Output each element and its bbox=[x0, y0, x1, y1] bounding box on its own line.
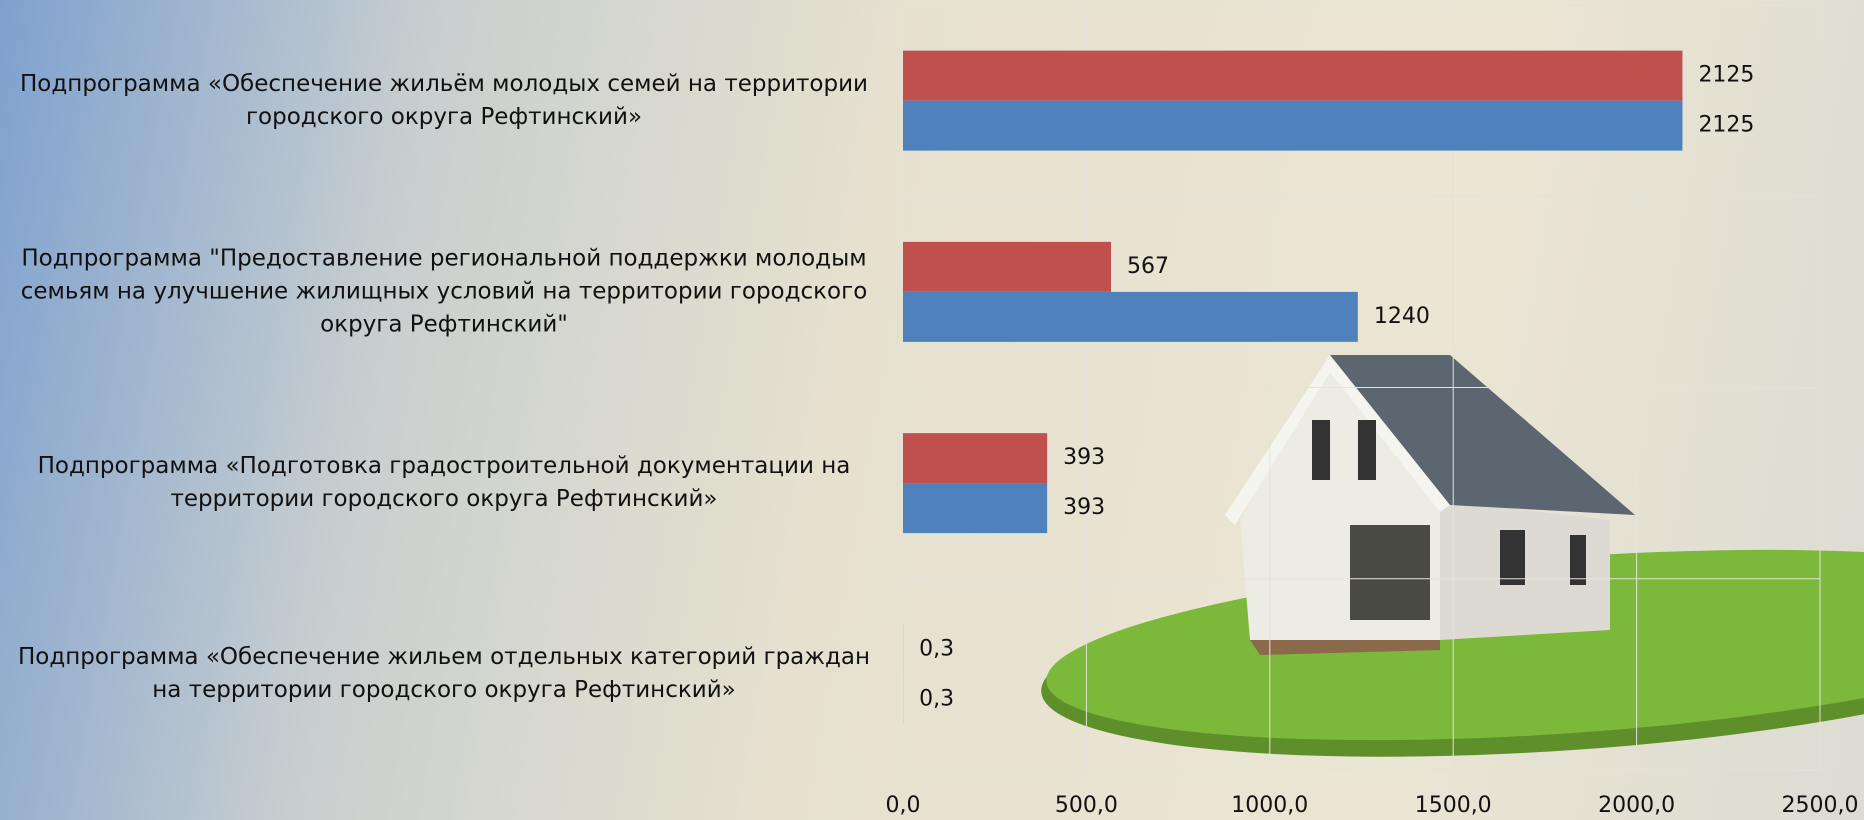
value-label: 567 bbox=[1127, 254, 1169, 279]
category-label: Подпрограмма "Предоставление регионально… bbox=[20, 245, 868, 338]
x-tick-label: 2500,0 bbox=[1782, 793, 1859, 818]
value-label: 393 bbox=[1063, 445, 1105, 470]
value-label: 393 bbox=[1063, 495, 1105, 520]
bar bbox=[903, 433, 1048, 484]
bar bbox=[903, 483, 1048, 534]
x-tick-label: 500,0 bbox=[1055, 793, 1118, 818]
x-tick-label: 0,0 bbox=[886, 793, 921, 818]
x-tick-label: 1500,0 bbox=[1415, 793, 1492, 818]
window bbox=[1500, 530, 1525, 585]
category-label: Подпрограмма «Обеспечение жильем отдельн… bbox=[17, 644, 871, 704]
x-tick-label: 2000,0 bbox=[1598, 793, 1675, 818]
category-label: Подпрограмма «Обеспечение жильём молодых… bbox=[20, 70, 868, 130]
window bbox=[1312, 420, 1330, 480]
category-label: Подпрограмма «Подготовка градостроительн… bbox=[37, 453, 851, 513]
door bbox=[1350, 525, 1430, 620]
house-illustration bbox=[1041, 355, 1864, 757]
bar bbox=[903, 241, 1111, 292]
value-label: 1240 bbox=[1374, 304, 1430, 329]
x-tick-label: 1000,0 bbox=[1231, 793, 1308, 818]
window bbox=[1358, 420, 1376, 480]
deck bbox=[1250, 640, 1440, 655]
roof bbox=[1330, 355, 1635, 515]
value-label: 0,3 bbox=[919, 686, 954, 711]
window bbox=[1570, 535, 1586, 585]
bar bbox=[903, 50, 1683, 101]
value-label: 2125 bbox=[1698, 63, 1754, 88]
value-label: 0,3 bbox=[919, 636, 954, 661]
bar bbox=[903, 291, 1358, 342]
value-label: 2125 bbox=[1698, 113, 1754, 138]
bar bbox=[903, 100, 1683, 151]
